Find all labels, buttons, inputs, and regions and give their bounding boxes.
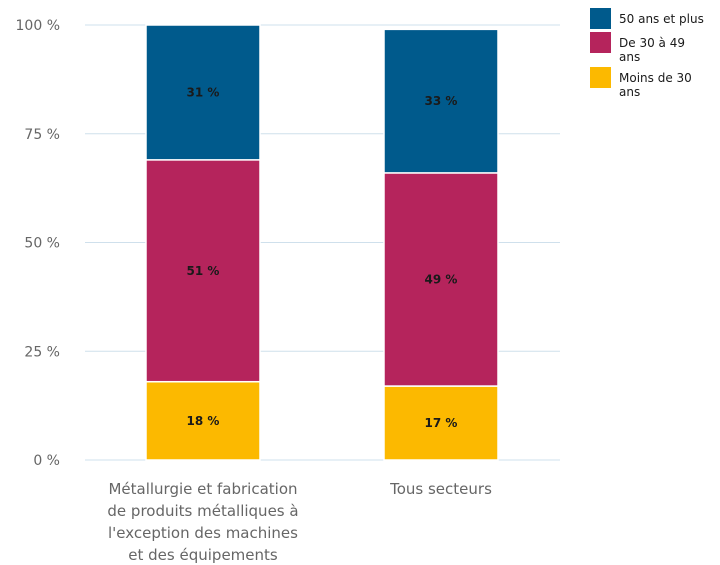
legend-swatch [590,67,611,88]
legend-item: 50 ans et plus [590,8,718,29]
legend-label: De 30 à 49 ans [619,36,685,64]
x-tick-label: de produits métalliques à [107,502,298,520]
legend-item: De 30 à 49 ans [590,32,718,64]
x-tick-label: Tous secteurs [389,480,492,498]
data-label: 33 % [425,94,458,108]
x-axis: Métallurgie et fabrication de produits mé… [107,480,492,564]
y-axis: 0 % 25 % 50 % 75 % 100 % [16,18,60,469]
y-tick-label: 0 % [33,453,60,469]
bars: 18 % 51 % 31 % 17 % 49 % 33 % [145,24,499,461]
bar-segment [145,24,261,161]
legend-item: Moins de 30 ans [590,67,718,99]
y-tick-label: 25 % [24,344,60,360]
bar-segment [383,28,499,174]
bar-segment [383,172,499,387]
data-label: 31 % [187,85,220,99]
x-tick-label: Métallurgie et fabrication [108,480,297,498]
x-tick-label: l'exception des machines [108,524,298,542]
legend-swatch [590,32,611,53]
x-tick-label: et des équipements [128,546,278,564]
y-tick-label: 75 % [24,127,60,143]
y-tick-label: 50 % [24,236,60,252]
y-tick-label: 100 % [16,18,60,34]
data-label: 51 % [187,264,220,278]
bar-segment [383,385,499,461]
legend-label: 50 ans et plus [619,12,704,26]
data-label: 17 % [425,416,458,430]
data-label: 49 % [425,272,458,286]
bar-segment [145,380,261,461]
legend-swatch [590,8,611,29]
data-label: 18 % [187,414,220,428]
legend-label: Moins de 30 ans [619,71,692,99]
bar-segment [145,159,261,383]
legend: 50 ans et plus De 30 à 49 ans Moins de 30 an… [590,8,718,102]
